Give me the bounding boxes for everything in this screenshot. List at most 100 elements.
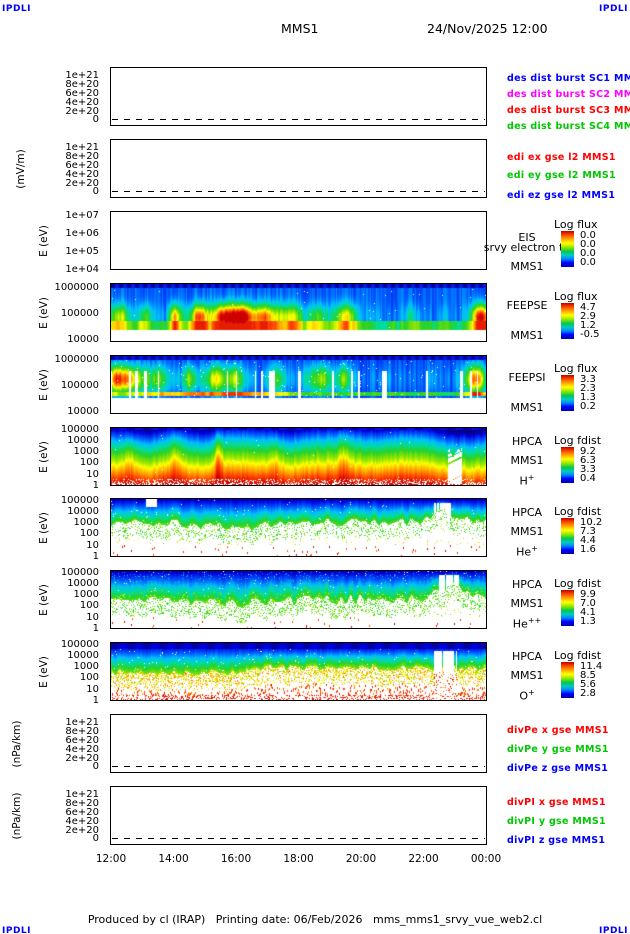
x-axis-label: 00:00 (470, 853, 502, 865)
colorbar-title: Log fdist (554, 505, 602, 518)
colorbar-value: 4.7 (580, 302, 596, 313)
spectrogram-feepse (111, 284, 486, 341)
panel-name-label: MMS1 (510, 260, 544, 273)
y-axis-unit: (mV/m) (15, 148, 27, 189)
plot-title: MMS1 (281, 21, 319, 36)
y-axis-unit: E (eV) (38, 511, 50, 544)
panel-name-label: MMS1 (510, 597, 544, 610)
colorbar-gradient (561, 375, 574, 411)
panel-edi-gse: 1e+21 8e+20 6e+20 4e+20 2e+20 0 (65, 139, 487, 198)
corner-label-top-left: IPDLI (2, 4, 31, 14)
colorbar-value: 0.0 (580, 230, 596, 241)
y-tick-label: 100000 (60, 424, 99, 435)
colorbar-value: 1.3 (580, 392, 596, 403)
panel-hpca-h: 100000 10000 1000 100 10 1 (61, 424, 487, 491)
ion-charge-sup: + (527, 688, 535, 697)
y-tick-label: 2e+20 (65, 106, 99, 117)
y-tick-label: 10 (86, 469, 99, 480)
panel-name-label: O+ (519, 688, 535, 703)
panel-name-label: MMS1 (510, 454, 544, 467)
y-tick-label: 1e+06 (65, 228, 99, 239)
y-tick-label: 10000 (67, 578, 99, 589)
y-tick-label: 100 (79, 600, 99, 611)
y-tick-label: 1000 (73, 517, 99, 528)
y-tick-label: 1 (92, 480, 99, 491)
panel-hpca-hepp: 100000 10000 1000 100 10 1 (61, 567, 487, 634)
panel-name-label: FEEPSE (506, 299, 548, 312)
panel-name-label: MMS1 (510, 669, 544, 682)
panel-name-label: H+ (519, 473, 535, 488)
y-tick-label: 1000 (73, 446, 99, 457)
panel-eis-electron: 1e+07 1e+06 1e+05 1e+04 (65, 210, 487, 275)
y-tick-label: 6e+20 (65, 735, 99, 746)
colorbar-value: 3.3 (580, 464, 596, 475)
colorbar-title: Log flux (554, 290, 598, 303)
y-tick-label: 10000 (67, 506, 99, 517)
y-tick-label: 4e+20 (65, 169, 99, 180)
y-tick-label: 1000000 (54, 282, 99, 293)
colorbar-title: Log fdist (554, 577, 602, 590)
colorbar-value: 11.4 (580, 661, 603, 672)
y-tick-label: 0 (92, 761, 99, 772)
x-axis-label: 16:00 (220, 853, 252, 865)
y-axis-unit: (nPa/km) (11, 792, 23, 839)
panel-name-label: EIS (518, 231, 536, 244)
colorbar-value: 4.1 (580, 607, 596, 618)
y-tick-label: 100 (79, 672, 99, 683)
colorbar-value: 0.2 (580, 401, 596, 412)
panel-hpca-o: 100000 10000 1000 100 10 1 (61, 639, 487, 706)
corner-label-bottom-left: IPDLI (2, 926, 31, 934)
y-tick-label: 6e+20 (65, 88, 99, 99)
y-tick-label: 1e+07 (65, 210, 99, 221)
trace-label: divPe x gse MMS1 (507, 725, 609, 736)
corner-label-bottom-right: IPDLI (599, 926, 628, 934)
colorbar-title: Log fdist (554, 649, 602, 662)
colorbar-value: 9.2 (580, 446, 596, 457)
spectrogram-hpca-hepp (111, 571, 486, 628)
colorbar-value: 2.9 (580, 311, 596, 322)
trace-label: divPI x gse MMS1 (507, 797, 606, 808)
zero-dashed-line (112, 766, 485, 767)
x-axis-label: 22:00 (408, 853, 439, 865)
y-tick-label: 1000 (73, 661, 99, 672)
panel-des-dist-burst: 1e+21 8e+20 6e+20 4e+20 2e+20 0 (65, 67, 487, 126)
trace-label: divPe z gse MMS1 (507, 763, 609, 774)
y-tick-label: 1e+05 (65, 246, 99, 257)
colorbar-value: 8.5 (580, 670, 596, 681)
panel-name-label: srvy electron t0 (483, 241, 571, 254)
y-tick-label: 8e+20 (65, 798, 99, 809)
panel-name-label: MMS1 (510, 401, 544, 414)
y-axis-unit: E (eV) (38, 368, 50, 401)
spectrogram-hpca-o (111, 643, 486, 700)
y-tick-label: 6e+20 (65, 807, 99, 818)
y-tick-label: 10 (86, 540, 99, 551)
y-tick-label: 8e+20 (65, 79, 99, 90)
y-tick-label: 1e+21 (65, 70, 99, 81)
y-tick-label: 1 (92, 551, 99, 562)
colorbar-gradient (561, 231, 574, 267)
y-tick-label: 1 (92, 695, 99, 706)
y-axis-unit: E (eV) (38, 296, 50, 329)
x-axis-label: 20:00 (345, 853, 377, 865)
colorbar-gradient (561, 590, 574, 626)
colorbar-value: 0.0 (580, 239, 596, 250)
colorbar-value: -0.5 (580, 329, 600, 340)
y-axis-unit: E (eV) (38, 583, 50, 616)
y-tick-label: 10000 (67, 435, 99, 446)
y-tick-label: 1e+04 (65, 264, 99, 275)
panel-name-label: MMS1 (510, 525, 544, 538)
colorbar-title: Log flux (554, 362, 598, 375)
colorbar-value: 2.8 (580, 688, 596, 699)
trace-label: des dist burst SC4 MMS4 (507, 121, 630, 132)
y-tick-label: 10000 (67, 406, 99, 417)
y-tick-label: 4e+20 (65, 816, 99, 827)
y-tick-label: 100000 (60, 308, 99, 319)
trace-label: divPI y gse MMS1 (507, 816, 606, 827)
y-tick-label: 2e+20 (65, 753, 99, 764)
colorbar-gradient (561, 662, 574, 698)
panel-name-label: MMS1 (510, 329, 544, 342)
y-tick-label: 4e+20 (65, 744, 99, 755)
trace-label: divPe y gse MMS1 (507, 744, 609, 755)
y-axis-unit: E (eV) (38, 655, 50, 688)
